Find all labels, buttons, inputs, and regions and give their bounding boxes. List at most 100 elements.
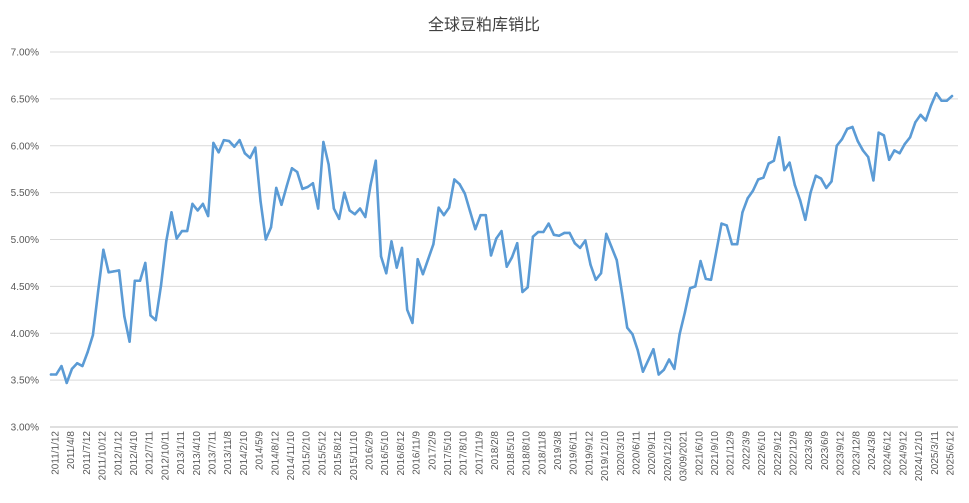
data-point (521, 290, 524, 294)
data-point (646, 359, 650, 362)
data-point (154, 318, 157, 322)
data-point (227, 139, 231, 143)
data-point (290, 167, 294, 170)
y-tick-label: 6.00% (11, 141, 39, 152)
data-point (395, 266, 398, 269)
data-point (657, 373, 660, 376)
data-point (919, 113, 922, 117)
series-line (49, 91, 954, 385)
y-axis-tick-labels: 7.00% 6.50% 6.00% 5.50% 5.00% 4.50% 4.00% 3.50%… (11, 48, 39, 434)
data-point (620, 291, 624, 295)
data-point (468, 210, 472, 213)
x-tick-label: 2020/9/11 (647, 431, 658, 475)
data-point (322, 140, 325, 144)
data-point (887, 158, 891, 162)
data-point (138, 279, 142, 282)
x-tick-label: 2020/3/10 (616, 431, 627, 476)
data-point (908, 136, 912, 139)
data-point (678, 332, 681, 336)
data-point (914, 121, 917, 124)
x-tick-label: 2019/12/10 (600, 431, 611, 481)
x-tick-label: 2021/9/10 (710, 431, 721, 476)
x-tick-label: 2014/8/12 (270, 431, 281, 476)
data-point (866, 155, 870, 159)
data-point (683, 311, 687, 314)
data-point (374, 159, 377, 162)
data-point (762, 176, 765, 179)
data-point (825, 186, 828, 190)
x-tick-label: 2015/2/10 (302, 431, 313, 476)
data-point (751, 189, 755, 192)
data-point (662, 368, 666, 372)
x-tick-label: 2024/12/10 (914, 431, 925, 481)
data-point (940, 99, 943, 102)
data-point (636, 348, 639, 352)
data-point (783, 168, 786, 172)
x-tick-label: 2019/6/11 (569, 431, 580, 475)
data-point (516, 242, 519, 245)
x-tick-label: 2022/9/12 (773, 431, 784, 476)
data-point (715, 250, 718, 253)
data-point (447, 206, 451, 209)
x-tick-label: 2019/3/8 (553, 431, 564, 470)
data-point (233, 145, 236, 148)
data-point (358, 207, 362, 210)
x-tick-label: 2020/6/11 (632, 431, 643, 475)
data-point (206, 214, 210, 218)
data-point (720, 222, 723, 225)
data-point (851, 125, 854, 129)
data-point (301, 187, 304, 191)
y-tick-label: 3.00% (11, 423, 39, 434)
data-point (830, 180, 833, 183)
data-point (75, 362, 79, 365)
x-tick-label: 2021/12/9 (726, 431, 737, 476)
data-point (730, 242, 734, 246)
data-point (201, 202, 205, 206)
x-tick-label: 2013/11/8 (223, 431, 234, 475)
data-point (736, 242, 739, 246)
x-tick-label: 2014/5/9 (255, 431, 266, 470)
data-point (49, 373, 53, 376)
data-point (950, 94, 954, 98)
x-tick-label: 2017/11/9 (474, 431, 485, 475)
data-point (128, 340, 131, 343)
data-point (411, 321, 414, 325)
data-point (385, 272, 388, 275)
data-point (673, 367, 676, 371)
x-tick-label: 2023/9/12 (836, 431, 847, 476)
data-point (332, 207, 336, 210)
x-tick-label: 2016/5/10 (380, 431, 391, 476)
data-point (641, 370, 645, 373)
data-point (536, 230, 540, 234)
data-point (186, 229, 189, 233)
data-point (756, 178, 760, 181)
x-tick-label: 2015/8/12 (333, 431, 344, 476)
data-point (568, 231, 571, 235)
x-tick-label: 2016/11/9 (412, 431, 423, 475)
x-tick-label: 2012/1/12 (113, 431, 124, 476)
data-point (364, 215, 367, 219)
y-tick-label: 5.00% (11, 235, 39, 246)
data-point (96, 289, 100, 293)
x-tick-label: 2025/3/11 (930, 431, 941, 475)
data-point (117, 269, 121, 272)
x-tick-label: 2011/7/12 (82, 431, 93, 475)
data-point (144, 261, 147, 265)
x-tick-label: 2016/2/9 (365, 431, 376, 470)
x-tick-label: 2022/3/9 (741, 431, 752, 470)
data-point (248, 156, 252, 160)
data-point (819, 177, 823, 180)
x-tick-label: 2011/1/12 (51, 431, 62, 475)
data-point (86, 350, 89, 354)
data-point (337, 217, 341, 221)
data-point (65, 381, 68, 385)
data-point (254, 146, 257, 149)
data-point (500, 229, 503, 233)
data-point (798, 198, 802, 202)
data-point (767, 162, 770, 165)
data-point (243, 152, 247, 155)
x-tick-label: 2015/5/12 (317, 431, 328, 476)
data-point (348, 209, 351, 212)
